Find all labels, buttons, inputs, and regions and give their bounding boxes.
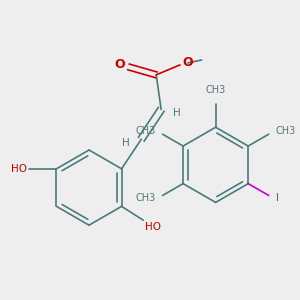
Text: O: O [182,56,193,70]
Text: O: O [114,58,124,71]
Text: CH3: CH3 [276,126,296,136]
Text: HO: HO [145,222,161,232]
Text: HO: HO [11,164,27,174]
Text: H: H [122,138,130,148]
Text: CH3: CH3 [206,85,226,94]
Text: H: H [173,108,181,118]
Text: CH3: CH3 [135,126,155,136]
Text: CH3: CH3 [135,194,155,203]
Text: I: I [276,194,279,203]
